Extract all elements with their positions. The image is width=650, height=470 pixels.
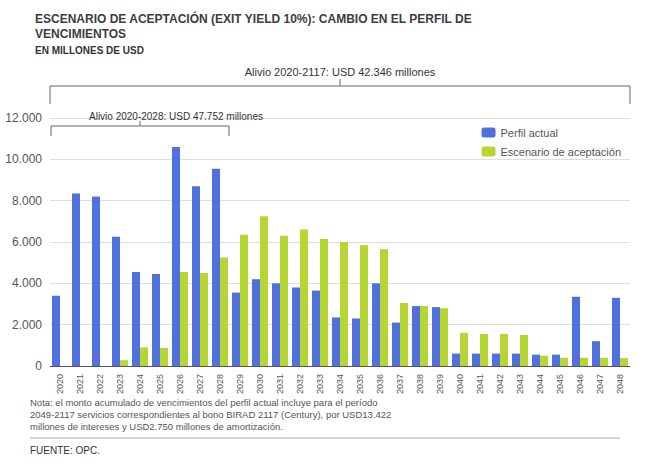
svg-text:Nota: el monto acumulado de ve: Nota: el monto acumulado de vencimientos… bbox=[30, 397, 377, 408]
svg-text:2031: 2031 bbox=[275, 374, 285, 394]
svg-text:2022: 2022 bbox=[95, 374, 105, 394]
svg-text:2049-2117 servicios correspond: 2049-2117 servicios correspondientes al … bbox=[30, 409, 391, 420]
svg-text:10.000: 10.000 bbox=[5, 152, 42, 166]
svg-text:2040: 2040 bbox=[455, 374, 465, 394]
svg-text:2026: 2026 bbox=[175, 374, 185, 394]
svg-text:2.000: 2.000 bbox=[12, 318, 42, 332]
svg-text:ESCENARIO DE ACEPTACIÓN (EXIT: ESCENARIO DE ACEPTACIÓN (EXIT YIELD 10%)… bbox=[35, 11, 472, 26]
svg-text:2032: 2032 bbox=[295, 374, 305, 394]
svg-text:2041: 2041 bbox=[475, 374, 485, 394]
svg-text:Alivio 2020-2117: USD 42.346 m: Alivio 2020-2117: USD 42.346 millones bbox=[245, 66, 436, 78]
svg-text:Alivio 2020-2028: USD 47.752 m: Alivio 2020-2028: USD 47.752 millones bbox=[89, 111, 263, 122]
svg-text:Perfil actual: Perfil actual bbox=[501, 127, 558, 139]
svg-text:2027: 2027 bbox=[195, 374, 205, 394]
svg-text:2048: 2048 bbox=[615, 374, 625, 394]
svg-text:Escenario de aceptación: Escenario de aceptación bbox=[501, 146, 621, 158]
svg-text:6.000: 6.000 bbox=[12, 235, 42, 249]
svg-text:2047: 2047 bbox=[595, 374, 605, 394]
svg-text:2033: 2033 bbox=[315, 374, 325, 394]
svg-text:2035: 2035 bbox=[355, 374, 365, 394]
svg-text:2029: 2029 bbox=[235, 374, 245, 394]
svg-text:12.000: 12.000 bbox=[5, 111, 42, 125]
svg-text:VENCIMIENTOS: VENCIMIENTOS bbox=[35, 27, 126, 41]
svg-text:2024: 2024 bbox=[135, 374, 145, 394]
svg-text:2036: 2036 bbox=[375, 374, 385, 394]
svg-text:2020: 2020 bbox=[55, 374, 65, 394]
svg-text:millones de intereses y USD2.7: millones de intereses y USD2.750 millone… bbox=[30, 421, 283, 432]
svg-text:2042: 2042 bbox=[495, 374, 505, 394]
svg-text:2039: 2039 bbox=[435, 374, 445, 394]
svg-text:2028: 2028 bbox=[215, 374, 225, 394]
svg-text:2025: 2025 bbox=[155, 374, 165, 394]
svg-text:2021: 2021 bbox=[75, 374, 85, 394]
svg-text:EN MILLONES DE USD: EN MILLONES DE USD bbox=[35, 45, 144, 56]
svg-text:4.000: 4.000 bbox=[12, 276, 42, 290]
svg-text:FUENTE: OPC.: FUENTE: OPC. bbox=[30, 445, 100, 456]
svg-text:2037: 2037 bbox=[395, 374, 405, 394]
svg-text:2023: 2023 bbox=[115, 374, 125, 394]
svg-text:2044: 2044 bbox=[535, 374, 545, 394]
svg-text:2046: 2046 bbox=[575, 374, 585, 394]
svg-text:0: 0 bbox=[35, 359, 42, 373]
svg-text:2038: 2038 bbox=[415, 374, 425, 394]
svg-text:2043: 2043 bbox=[515, 374, 525, 394]
svg-text:2034: 2034 bbox=[335, 374, 345, 394]
svg-text:2030: 2030 bbox=[255, 374, 265, 394]
svg-text:2045: 2045 bbox=[555, 374, 565, 394]
svg-text:8.000: 8.000 bbox=[12, 194, 42, 208]
